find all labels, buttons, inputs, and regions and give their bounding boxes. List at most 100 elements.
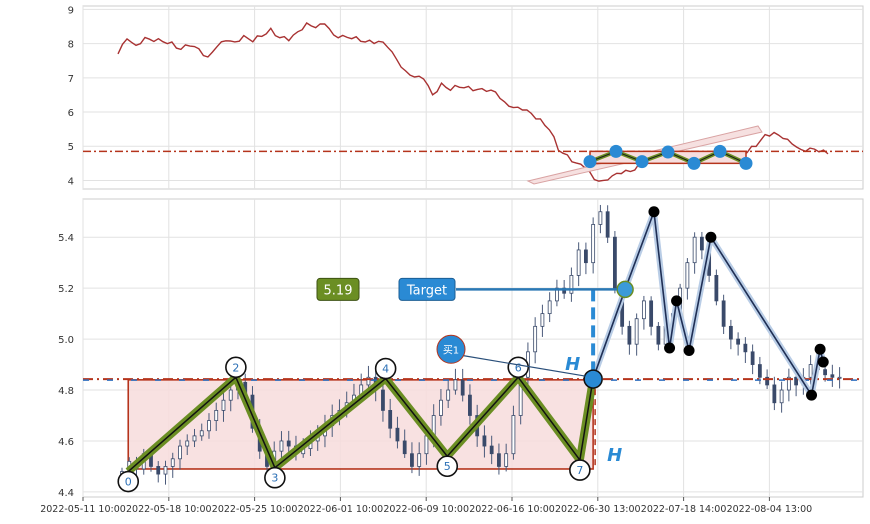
top-y-tick-label: 9 [68, 5, 74, 16]
pattern-point-label: 6 [515, 361, 522, 374]
top-pattern-dot [635, 155, 649, 169]
bottom-outbreak-dot [817, 356, 829, 368]
price-label-box [316, 277, 360, 301]
pattern-point-marker [117, 470, 140, 493]
candle-body [743, 343, 748, 353]
candle-body [562, 287, 567, 294]
candle-body [214, 410, 219, 421]
candle-body [555, 287, 559, 302]
candle-body [591, 224, 596, 264]
pattern-point-marker [507, 356, 530, 379]
candle-body [388, 410, 393, 429]
target-dot [616, 280, 634, 299]
candle-body [569, 275, 574, 294]
candle-body [736, 338, 741, 345]
candle-body [163, 466, 168, 475]
top-y-tick-label: 5 [68, 142, 74, 153]
candle-body [381, 389, 385, 411]
height-label-upper: H [565, 354, 580, 375]
candle-body [497, 453, 501, 467]
candle-body [221, 399, 226, 411]
bottom-x-tick-label: 2022-08-04 13:00 [727, 504, 813, 515]
height-label-lower: H [607, 445, 622, 466]
bottom-pattern-zigzag-core [127, 376, 594, 473]
candle-body [837, 376, 842, 379]
candle-body [453, 379, 458, 391]
pattern-point-label: 0 [125, 476, 132, 489]
top-y-tick-label: 8 [68, 40, 74, 51]
candle-body [692, 236, 697, 264]
top-y-tick-label: 7 [68, 74, 74, 85]
target-label-box [398, 277, 456, 301]
top-pattern-dot [713, 144, 727, 158]
breakout-dot [583, 369, 603, 389]
bottom-outbreak-dot [806, 389, 818, 401]
buy-pointer-line [460, 354, 586, 377]
pattern-point-label: 4 [382, 363, 389, 376]
bottom-y-tick-label: 4.6 [58, 437, 74, 448]
pattern-point-label: 5 [444, 460, 451, 473]
pattern-point-label: 2 [232, 361, 239, 374]
candle-body [584, 249, 588, 264]
candle-body [446, 389, 451, 401]
candle-body [460, 379, 465, 396]
target-label: Target [406, 283, 447, 298]
candle-body [178, 445, 182, 460]
candle-body [699, 236, 704, 251]
top-y-tick-label: 6 [68, 108, 74, 119]
top-panel: 4 5 6 7 8 9 [68, 5, 864, 190]
candle-body [395, 427, 400, 442]
candle-body [533, 325, 538, 353]
candle-body [286, 440, 291, 447]
bottom-x-tick-label: 2022-05-11 10:00 [40, 504, 126, 515]
bottom-outbreak-dot [664, 342, 676, 354]
candle-body [576, 249, 581, 276]
candle-body [156, 466, 161, 475]
bottom-outbreak-dot [814, 343, 826, 355]
candle-body [779, 389, 784, 404]
candle-body [547, 300, 552, 315]
pattern-point-label: 3 [271, 472, 278, 485]
bottom-x-tick-label: 2022-06-09 10:00 [383, 504, 469, 515]
buy-marker [436, 334, 466, 364]
top-pattern-dot [583, 155, 597, 169]
candle-body [504, 453, 509, 467]
bottom-outbreak-dot [683, 345, 695, 357]
pattern-point-marker [225, 356, 247, 379]
bottom-outbreak-zigzag-core [592, 210, 824, 396]
candle-body [823, 369, 828, 376]
candle-body [410, 453, 414, 467]
top-pattern-dot [739, 156, 753, 170]
candle-body [366, 376, 371, 386]
candle-body [185, 440, 190, 447]
bottom-y-tick-label: 4.8 [58, 386, 74, 397]
candle-body [786, 376, 791, 391]
candle-body [794, 376, 799, 386]
bottom-outbreak-dot [705, 231, 717, 243]
candle-body [279, 440, 284, 452]
candle-body [468, 394, 472, 416]
candle-body [598, 211, 603, 225]
top-y-tick-label: 4 [68, 176, 74, 187]
top-pattern-dot [609, 144, 623, 158]
candle-body [649, 300, 654, 327]
candle-body [721, 300, 726, 327]
candle-body [192, 435, 197, 442]
candle-body [656, 325, 661, 345]
candle-body [750, 351, 755, 365]
bottom-x-tick-label: 2022-06-01 10:00 [298, 504, 384, 515]
candle-body [417, 453, 422, 467]
pattern-point-marker [436, 455, 459, 478]
candle-body [641, 300, 646, 320]
bottom-outbreak-dot [648, 206, 660, 218]
pattern-point-label: 7 [576, 464, 583, 477]
candle-body [627, 325, 632, 345]
candle-body [511, 415, 516, 455]
candle-body [808, 364, 813, 378]
candle-body [714, 275, 719, 302]
candle-body [605, 211, 610, 238]
candle-body [612, 236, 617, 289]
candle-body [170, 458, 175, 467]
